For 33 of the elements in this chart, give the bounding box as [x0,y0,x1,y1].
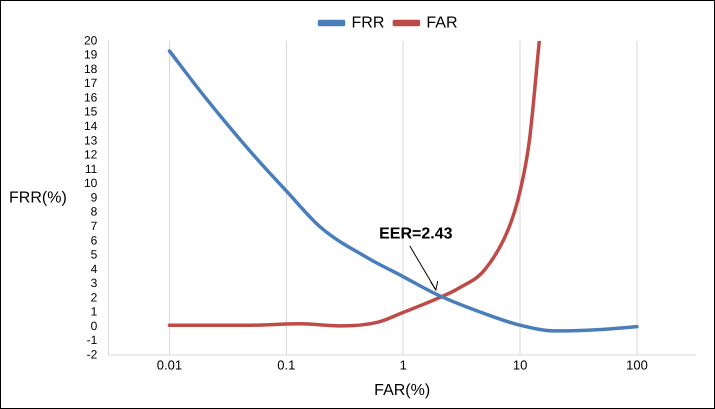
y-tick-label: 1 [90,304,98,319]
x-tick-label: 0.01 [156,358,182,373]
y-tick-label: 13 [84,133,98,148]
y-tick-label: 17 [84,76,98,90]
y-axis-title: FRR(%) [9,190,67,207]
y-tick-label: -1 [86,333,98,348]
y-tick-label: 15 [84,104,98,119]
x-tick-label: 0.1 [277,358,296,373]
y-tick-label: 20 [84,33,98,48]
x-tick-label: 10 [512,358,528,373]
y-tick-label: 12 [84,148,98,162]
y-tick-label: 2 [90,290,98,304]
y-tick-label: 6 [90,233,98,248]
legend-label: FAR [426,14,458,32]
annotation: EER=2.43 [379,225,453,242]
y-tick-label: 3 [90,276,98,290]
y-tick-label: 14 [84,119,98,134]
y-tick-label: 9 [90,190,98,204]
y-tick-label: 8 [90,204,98,219]
y-tick-label: 4 [90,262,98,276]
x-tick-label: 1 [400,358,407,373]
x-tick-label: 100 [626,358,648,373]
y-tick-label: 18 [84,62,98,76]
legend-label: FRR [352,14,384,32]
y-tick-label: 10 [84,176,98,190]
y-tick-label: 16 [84,90,98,104]
y-tick-label: 0 [90,318,98,333]
x-axis-title: FAR(%) [374,382,430,399]
y-tick-label: 11 [84,162,98,176]
y-tick-label: 5 [90,248,98,262]
y-tick-label: 19 [84,48,98,62]
y-tick-label: -2 [86,348,98,362]
y-tick-label: 7 [90,218,98,233]
